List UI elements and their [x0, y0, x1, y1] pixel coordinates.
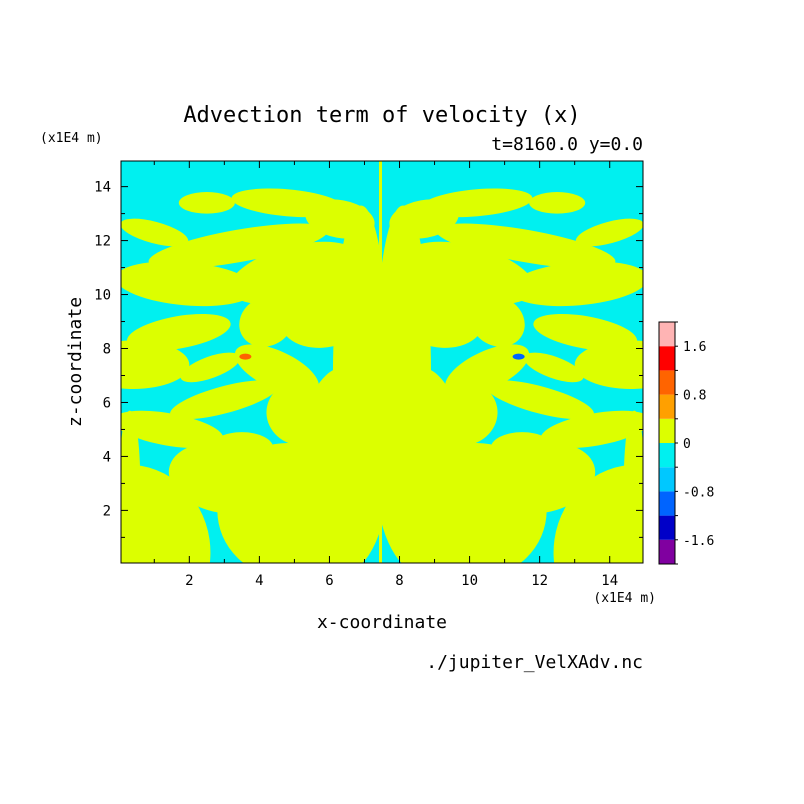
field-patch — [540, 410, 643, 449]
x-tick-label: 10 — [461, 573, 478, 589]
field-patch — [508, 261, 643, 307]
field-patch — [210, 432, 274, 465]
chart-title: Advection term of velocity (x) — [183, 103, 580, 128]
field-patch — [126, 313, 231, 351]
field-patch — [427, 380, 498, 446]
field-patch — [623, 410, 643, 557]
field-patch — [266, 380, 337, 446]
field-patch — [121, 261, 256, 307]
field-patch — [470, 296, 525, 347]
field-patch — [121, 410, 141, 557]
field-patch — [396, 491, 502, 562]
y-tick-label: 2 — [103, 503, 111, 519]
field-patch — [533, 313, 638, 351]
x-tick-label: 12 — [531, 573, 548, 589]
y-tick-label: 6 — [103, 395, 111, 411]
contour-field — [121, 161, 643, 563]
field-patch — [121, 340, 190, 389]
y-axis: 2 4 6 8 10 12 14 — [94, 180, 643, 538]
colorbar-swatch — [659, 394, 675, 419]
field-patch — [529, 192, 586, 214]
field-patch — [121, 410, 224, 449]
y-unit-label: (x1E4 m) — [40, 131, 103, 146]
field-patch — [574, 340, 643, 389]
colorbar-swatch — [659, 322, 675, 347]
field-patch — [180, 352, 241, 383]
chart-subtitle: t=8160.0 y=0.0 — [491, 134, 643, 155]
x-tick-label: 8 — [395, 573, 403, 589]
field-patch — [485, 380, 594, 420]
colorbar-swatch — [659, 539, 675, 564]
field-patch — [490, 432, 554, 465]
colorbar-tick-label: 0 — [683, 437, 691, 452]
field-patch — [121, 218, 189, 247]
plot-frame — [120, 160, 644, 564]
x-tick-label: 2 — [185, 573, 193, 589]
y-tick-label: 10 — [94, 288, 111, 304]
x-tick-label: 6 — [325, 573, 333, 589]
field-feature — [512, 353, 525, 360]
field-patch — [575, 218, 643, 247]
field-patch — [305, 199, 375, 239]
colorbar-swatch — [659, 467, 675, 492]
y-tick-label: 4 — [103, 449, 111, 465]
source-file-label: ./jupiter_VelXAdv.nc — [426, 652, 643, 673]
colorbar-swatch — [659, 515, 675, 540]
field-features — [239, 353, 525, 360]
colorbar-tick-label: -1.6 — [683, 534, 714, 549]
field-patch — [148, 223, 329, 269]
y-tick-label: 12 — [94, 234, 111, 250]
field-patches — [121, 161, 643, 563]
x-tick-label: 14 — [601, 573, 618, 589]
field-patch — [379, 161, 382, 563]
colorbar-swatch — [659, 491, 675, 516]
colorbar-swatch — [659, 443, 675, 468]
y-tick-label: 14 — [94, 180, 111, 196]
field-feature — [239, 353, 252, 360]
colorbar: -1.6 -0.8 0 0.8 1.6 — [658, 321, 714, 565]
x-axis-label: x-coordinate — [317, 612, 447, 633]
field-patch — [389, 199, 459, 239]
field-patch — [170, 380, 279, 420]
colorbar-tick-label: -0.8 — [683, 485, 714, 500]
colorbar-swatch — [659, 418, 675, 443]
x-tick-label: 4 — [255, 573, 263, 589]
x-unit-label: (x1E4 m) — [593, 591, 656, 606]
field-patch — [435, 223, 616, 269]
y-tick-label: 8 — [103, 342, 111, 358]
field-patch — [239, 296, 294, 347]
field-patch — [178, 192, 235, 214]
colorbar-tick-label: 1.6 — [683, 340, 706, 355]
field-patch — [523, 352, 584, 383]
colorbar-swatch — [659, 346, 675, 371]
colorbar-tick-label: 0.8 — [683, 389, 706, 404]
x-axis: 2 4 6 8 10 12 14 — [153, 161, 618, 589]
y-axis-label: z-coordinate — [65, 297, 86, 427]
field-patch — [262, 491, 368, 562]
colorbar-swatch — [659, 370, 675, 395]
